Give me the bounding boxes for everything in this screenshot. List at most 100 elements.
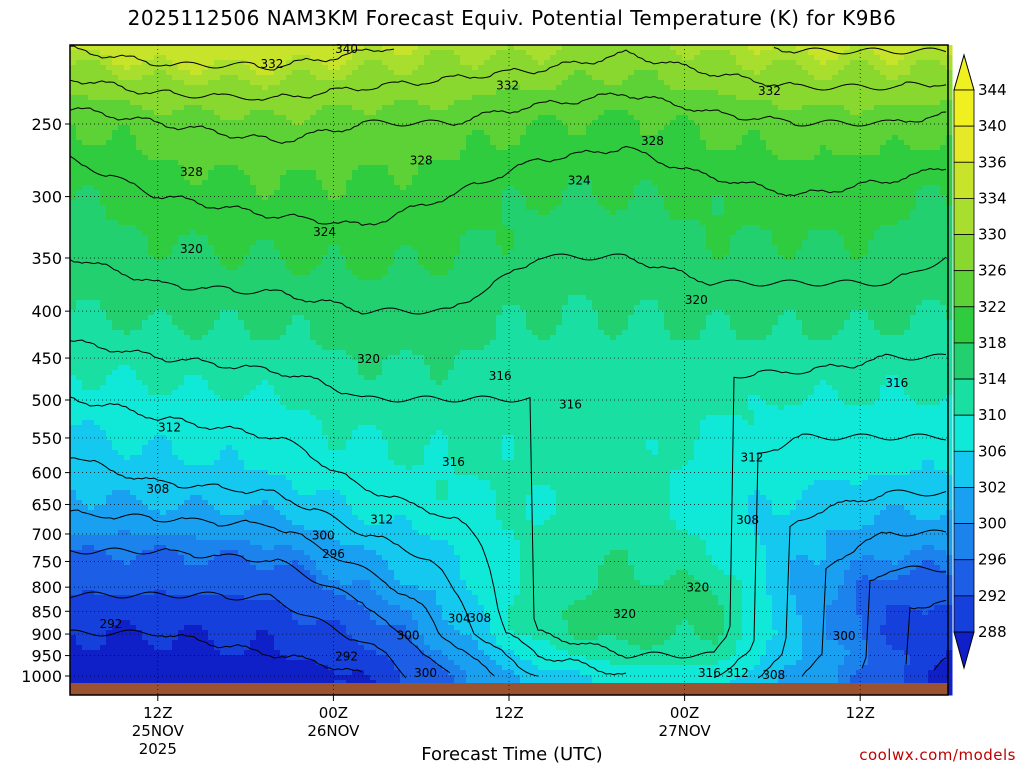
field-cell [202,190,209,196]
field-cell [190,585,197,591]
field-cell [76,75,83,81]
field-cell [184,105,191,111]
field-cell [292,585,299,591]
field-cell [106,425,113,431]
field-cell [154,660,161,666]
field-cell [172,455,179,461]
field-cell [208,560,215,566]
field-cell [190,300,197,306]
field-cell [256,140,263,146]
field-cell [298,280,305,286]
field-cell [124,445,131,451]
field-cell [190,85,197,91]
field-cell [136,550,143,556]
field-cell [172,680,179,686]
field-cell [166,120,173,126]
field-cell [88,375,95,381]
field-cell [94,345,101,351]
field-cell [172,605,179,611]
field-cell [94,200,101,206]
field-cell [130,490,137,496]
field-cell [280,265,287,271]
field-cell [100,665,107,671]
field-cell [94,665,101,671]
field-cell [256,190,263,196]
field-cell [184,400,191,406]
field-cell [172,390,179,396]
field-cell [70,630,77,636]
field-cell [250,420,257,426]
field-cell [94,625,101,631]
field-cell [268,375,275,381]
field-cell [226,610,233,616]
field-cell [202,145,209,151]
field-cell [268,280,275,286]
field-cell [118,395,125,401]
field-cell [214,140,221,146]
field-cell [172,320,179,326]
field-cell [172,655,179,661]
field-cell [238,400,245,406]
field-cell [154,560,161,566]
field-cell [172,220,179,226]
field-cell [70,240,77,246]
field-cell [88,580,95,586]
field-cell [256,625,263,631]
field-cell [268,325,275,331]
field-cell [166,150,173,156]
field-cell [178,330,185,336]
field-cell [238,450,245,456]
field-cell [292,55,299,61]
field-cell [250,340,257,346]
field-cell [154,85,161,91]
field-cell [220,390,227,396]
field-cell [118,110,125,116]
field-cell [190,235,197,241]
field-cell [106,490,113,496]
field-cell [154,320,161,326]
field-cell [106,130,113,136]
field-cell [280,550,287,556]
field-cell [124,585,131,591]
field-cell [208,670,215,676]
field-cell [70,625,77,631]
field-cell [274,495,281,501]
field-cell [274,230,281,236]
field-cell [214,585,221,591]
field-cell [262,380,269,386]
field-cell [130,195,137,201]
field-cell [148,335,155,341]
field-cell [184,345,191,351]
field-cell [196,205,203,211]
field-cell [100,85,107,91]
field-cell [238,90,245,96]
field-cell [280,475,287,481]
field-cell [118,355,125,361]
field-cell [202,345,209,351]
field-cell [82,450,89,456]
field-cell [142,545,149,551]
field-cell [280,540,287,546]
field-cell [172,400,179,406]
field-cell [94,330,101,336]
field-cell [130,655,137,661]
field-cell [196,350,203,356]
field-cell [286,280,293,286]
field-cell [148,190,155,196]
field-cell [94,310,101,316]
field-cell [196,100,203,106]
field-cell [130,675,137,681]
field-cell [136,150,143,156]
field-cell [130,155,137,161]
field-cell [250,105,257,111]
field-cell [160,450,167,456]
field-cell [262,575,269,581]
field-cell [100,570,107,576]
field-cell [88,680,95,686]
field-cell [286,380,293,386]
field-cell [178,600,185,606]
field-cell [142,45,149,51]
field-cell [226,260,233,266]
field-cell [238,360,245,366]
field-cell [178,315,185,321]
